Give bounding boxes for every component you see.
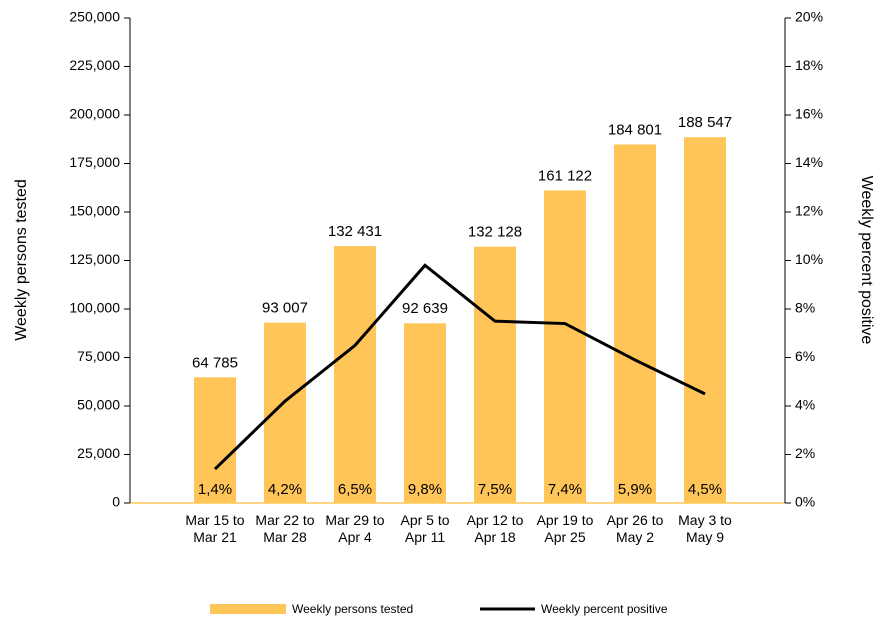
y-tick-label: 250,000 [69, 9, 120, 25]
line [213, 263, 706, 471]
y2-axis-label: Weekly percent positive [858, 176, 875, 345]
y2-tick-label: 12% [795, 203, 823, 219]
y-axis-label: Weekly persons tested [13, 179, 30, 341]
bar-value-label: 188 547 [678, 114, 732, 131]
x-tick-label: Mar 29 to Apr 4 [325, 512, 385, 545]
line-value-label: 6,5% [338, 481, 372, 498]
y-tick-label: 200,000 [69, 106, 120, 122]
bar-value-label: 184 801 [608, 121, 662, 138]
y-tick-label: 175,000 [69, 154, 120, 170]
bar-value-label: 161 122 [538, 167, 592, 184]
line-value-label: 9,8% [408, 481, 442, 498]
y-tick-label: 0 [112, 494, 120, 510]
line-value-label: 4,5% [688, 481, 722, 498]
bar-value-label: 132 128 [468, 224, 522, 241]
line-value-label: 4,2% [268, 481, 302, 498]
x-tick-label: Apr 19 to Apr 25 [536, 512, 594, 545]
line-value-label: 7,4% [548, 481, 582, 498]
y-tick-label: 225,000 [69, 57, 120, 73]
y2-tick-label: 20% [795, 9, 823, 25]
y2-tick-label: 18% [795, 57, 823, 73]
y-tick-label: 100,000 [69, 300, 120, 316]
line-value-label: 5,9% [618, 481, 652, 498]
y-tick-label: 125,000 [69, 251, 120, 267]
x-tick-label: Apr 5 to Apr 11 [400, 512, 450, 545]
y2-tick-label: 4% [795, 397, 815, 413]
y2-tick-label: 6% [795, 348, 815, 364]
bar [544, 190, 586, 503]
y-tick-label: 150,000 [69, 203, 120, 219]
y-tick-label: 50,000 [77, 397, 120, 413]
x-tick-label: May 3 to May 9 [678, 512, 732, 545]
x-tick-label: Apr 26 to May 2 [606, 512, 664, 545]
x-tick-label: Mar 22 to Mar 28 [255, 512, 315, 545]
bar [614, 144, 656, 503]
bar [474, 246, 516, 503]
bar-value-label: 92 639 [402, 300, 448, 317]
bar-value-label: 132 431 [328, 223, 382, 240]
y2-tick-label: 8% [795, 300, 815, 316]
bar [194, 377, 236, 503]
bar [684, 137, 726, 504]
bar [404, 323, 446, 503]
bar-value-label: 93 007 [262, 300, 308, 317]
x-tick-label: Mar 15 to Mar 21 [185, 512, 245, 545]
bar-value-label: 64 785 [192, 354, 238, 371]
legend-label: Weekly persons tested [292, 602, 413, 616]
y2-tick-label: 10% [795, 251, 823, 267]
y2-tick-label: 2% [795, 445, 815, 461]
bar [334, 246, 376, 503]
x-tick-label: Apr 12 to Apr 18 [466, 512, 524, 545]
line-value-label: 7,5% [478, 481, 512, 498]
legend-label: Weekly percent positive [541, 602, 668, 616]
y2-tick-label: 16% [795, 106, 823, 122]
legend-swatch [210, 604, 286, 614]
y-tick-label: 75,000 [77, 348, 120, 364]
y-tick-label: 25,000 [77, 445, 120, 461]
line-value-label: 1,4% [198, 481, 232, 498]
bar [264, 322, 306, 503]
y2-tick-label: 0% [795, 494, 815, 510]
y2-tick-label: 14% [795, 154, 823, 170]
